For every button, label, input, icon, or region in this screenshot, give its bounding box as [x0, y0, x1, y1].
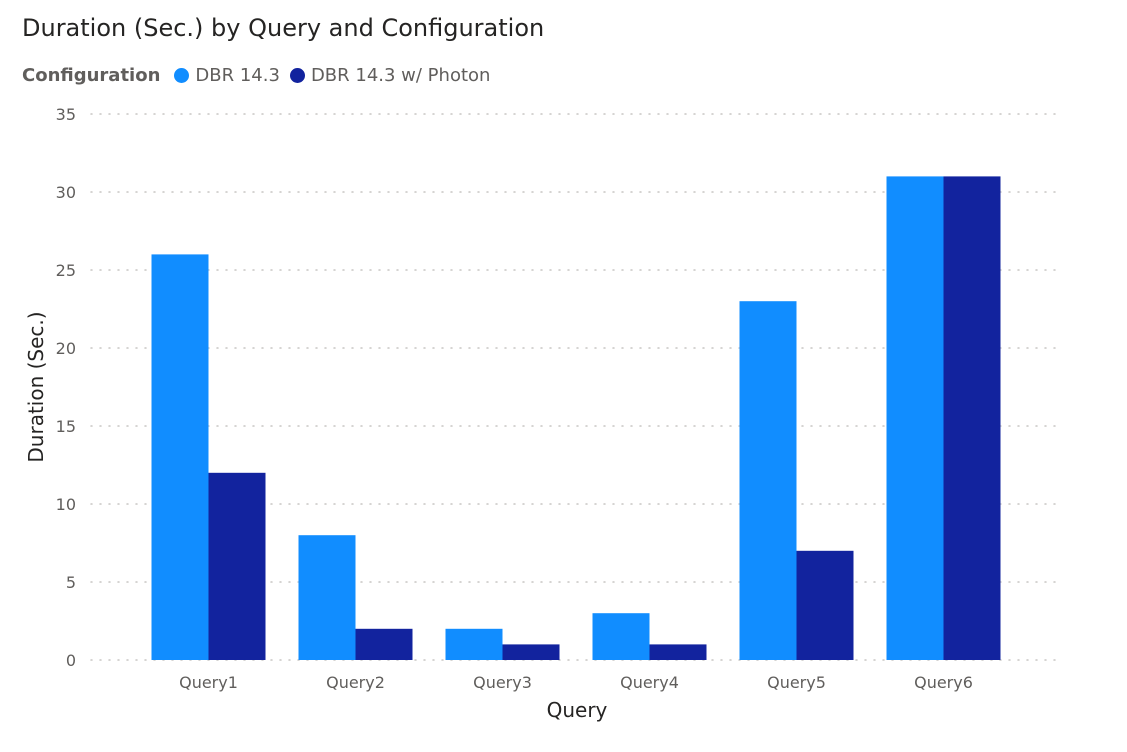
legend-title: Configuration	[22, 65, 161, 86]
x-tick-label: Query6	[914, 673, 973, 692]
x-tick-label: Query1	[179, 673, 238, 692]
y-tick-label: 15	[56, 417, 76, 436]
bar-query2-series-1[interactable]	[355, 628, 413, 660]
y-tick-label: 30	[56, 183, 76, 202]
y-axis-title: Duration (Sec.)	[24, 311, 48, 462]
y-tick-label: 10	[56, 495, 76, 514]
bar-query4-series-0[interactable]	[592, 613, 650, 660]
legend-item-dbr-14-3[interactable]: DBR 14.3	[174, 65, 280, 86]
y-axis-ticks: 0 5 10 15 20 25 30 35	[56, 105, 76, 670]
bars	[151, 176, 1001, 660]
x-tick-label: Query2	[326, 673, 385, 692]
x-tick-label: Query3	[473, 673, 532, 692]
x-axis-title: Query	[547, 698, 608, 722]
bar-query2-series-0[interactable]	[298, 535, 356, 660]
bar-query5-series-0[interactable]	[739, 301, 797, 660]
legend: Configuration DBR 14.3 DBR 14.3 w/ Photo…	[22, 65, 500, 86]
y-tick-label: 20	[56, 339, 76, 358]
bar-query3-series-1[interactable]	[502, 644, 560, 660]
x-tick-label: Query4	[620, 673, 679, 692]
chart-title: Duration (Sec.) by Query and Configurati…	[22, 14, 545, 42]
legend-label-dbr-14-3: DBR 14.3	[195, 65, 280, 86]
bar-query6-series-0[interactable]	[886, 176, 944, 660]
x-axis-ticks: Query1 Query2 Query3 Query4 Query5 Query6	[179, 673, 973, 692]
bar-query4-series-1[interactable]	[649, 644, 707, 660]
y-tick-label: 5	[66, 573, 76, 592]
bar-query5-series-1[interactable]	[796, 550, 854, 660]
bar-query6-series-1[interactable]	[943, 176, 1001, 660]
legend-label-dbr-14-3-photon: DBR 14.3 w/ Photon	[310, 65, 491, 86]
legend-item-dbr-14-3-photon[interactable]: DBR 14.3 w/ Photon	[289, 65, 491, 86]
y-tick-label: 35	[56, 105, 76, 124]
y-tick-label: 0	[66, 651, 76, 670]
bar-query1-series-0[interactable]	[151, 254, 209, 660]
y-tick-label: 25	[56, 261, 76, 280]
bar-query1-series-1[interactable]	[208, 472, 266, 660]
legend-swatch-dbr-14-3-photon	[289, 68, 305, 83]
x-tick-label: Query5	[767, 673, 826, 692]
bar-query3-series-0[interactable]	[445, 628, 503, 660]
legend-swatch-dbr-14-3	[174, 68, 190, 83]
